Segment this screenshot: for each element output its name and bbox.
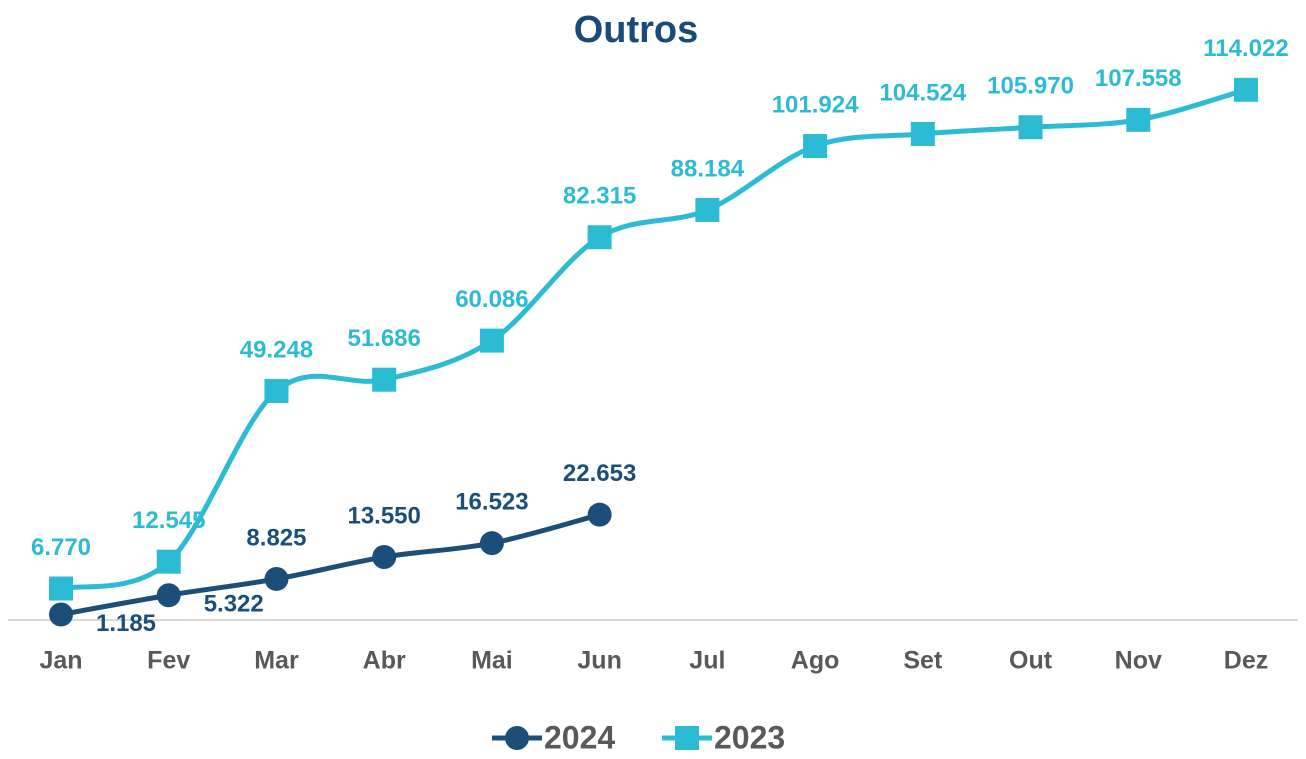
- data-label: 22.653: [563, 460, 636, 487]
- x-tick-label: Dez: [1224, 647, 1268, 675]
- marker: [910, 121, 935, 146]
- data-label: 8.825: [246, 524, 306, 551]
- x-tick-label: Abr: [363, 647, 406, 675]
- marker: [156, 549, 181, 574]
- marker: [695, 197, 720, 222]
- marker: [156, 583, 181, 608]
- legend-marker: [675, 726, 699, 750]
- x-tick-label: Nov: [1115, 647, 1162, 675]
- series-line: [60, 87, 1247, 591]
- x-tick-label: Jun: [577, 647, 621, 675]
- marker: [1126, 107, 1151, 132]
- data-label: 49.248: [240, 336, 313, 363]
- legend-label: 2024: [544, 719, 615, 754]
- data-label: 12.545: [132, 507, 205, 534]
- marker: [264, 378, 289, 403]
- series-line: [60, 512, 601, 617]
- data-label: 51.686: [347, 325, 420, 352]
- marker: [49, 576, 73, 601]
- x-tick-label: Fev: [147, 647, 190, 675]
- data-label: 105.970: [987, 73, 1074, 100]
- marker: [803, 134, 828, 159]
- marker: [372, 367, 397, 392]
- marker: [587, 502, 612, 527]
- data-label: 104.524: [879, 79, 966, 106]
- marker: [479, 328, 504, 353]
- x-tick-label: Mai: [471, 647, 513, 675]
- data-label: 101.924: [772, 91, 859, 118]
- x-tick-label: Jul: [689, 647, 725, 675]
- data-label: 114.022: [1203, 35, 1288, 62]
- marker: [1234, 77, 1258, 102]
- marker: [49, 602, 73, 627]
- data-label: 16.523: [455, 489, 528, 516]
- legend-label: 2023: [714, 719, 785, 754]
- chart-title: Outros: [574, 9, 699, 51]
- data-label: 1.185: [96, 610, 156, 637]
- data-label: 88.184: [671, 155, 745, 182]
- data-label: 107.558: [1095, 65, 1182, 92]
- data-label: 82.315: [563, 183, 636, 210]
- data-label: 13.550: [347, 502, 420, 529]
- x-tick-label: Out: [1009, 647, 1053, 675]
- marker: [372, 544, 397, 569]
- data-label: 6.770: [31, 534, 91, 561]
- marker: [264, 566, 289, 591]
- x-tick-label: Set: [903, 647, 943, 675]
- data-label: 60.086: [455, 286, 528, 313]
- data-label: 5.322: [204, 591, 264, 618]
- x-tick-label: Mar: [254, 647, 299, 675]
- legend-marker: [505, 726, 529, 750]
- marker: [1018, 115, 1043, 140]
- marker: [587, 225, 612, 250]
- x-tick-label: Ago: [791, 647, 840, 675]
- marker: [479, 531, 504, 556]
- x-tick-label: Jan: [39, 647, 82, 675]
